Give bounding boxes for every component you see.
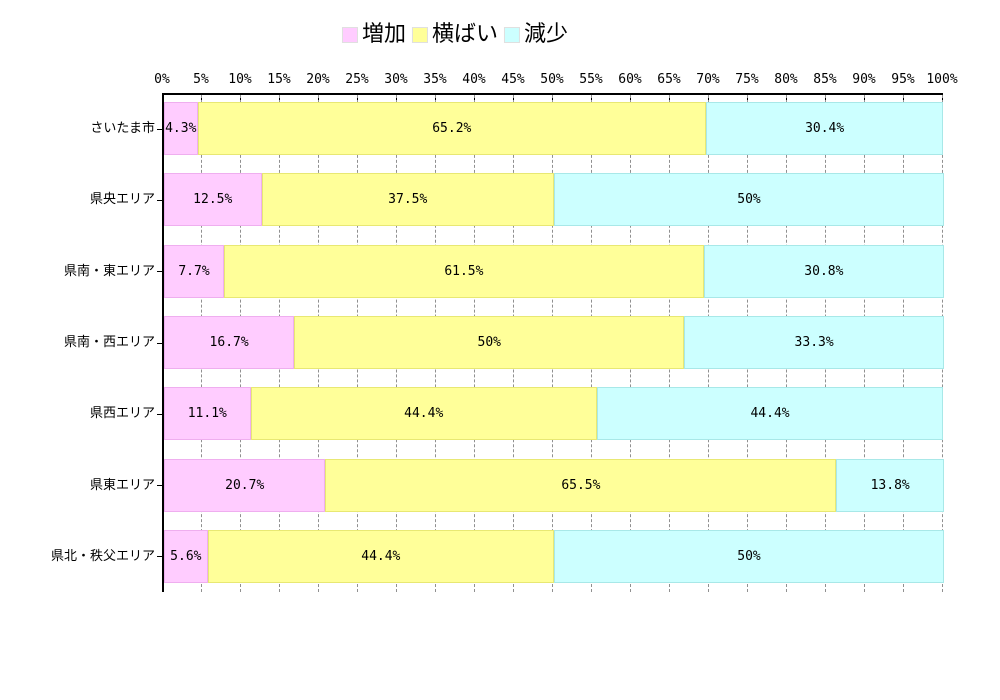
bar-segment-label: 50%	[737, 548, 761, 564]
x-tick-label: 10%	[228, 72, 252, 87]
x-tick-label: 85%	[813, 72, 837, 87]
bar-segment: 30.4%	[706, 102, 944, 156]
bar-segment-label: 44.4%	[361, 548, 401, 564]
bar-segment-label: 16.7%	[209, 335, 249, 350]
bar-segment: 50%	[554, 173, 944, 227]
bar-segment: 65.2%	[197, 102, 707, 156]
bar-segment: 65.5%	[325, 458, 837, 512]
x-tick-label: 35%	[423, 72, 447, 87]
bar-segment: 50%	[294, 316, 685, 369]
legend-swatch-icon	[341, 27, 358, 43]
x-tick-label: 65%	[657, 72, 681, 87]
bar-segment: 7.7%	[164, 244, 225, 298]
legend-swatch-icon	[504, 27, 521, 43]
category-label: 県南・西エリア	[63, 335, 155, 350]
bar-segment: 44.4%	[207, 529, 554, 583]
x-tick-label: 0%	[154, 72, 170, 87]
x-tick-label: 80%	[774, 72, 798, 87]
x-axis-line	[162, 93, 943, 95]
chart-legend: 増加 横ばい 減少	[341, 20, 574, 50]
x-tick-label: 70%	[696, 72, 720, 87]
bar-segment-label: 44.4%	[750, 406, 790, 422]
bar-segment: 61.5%	[224, 244, 704, 298]
bar-segment-label: 4.3%	[165, 121, 197, 137]
bar-segment-label: 50%	[477, 335, 501, 350]
legend-label: 増加	[361, 22, 406, 47]
bar-segment-label: 7.7%	[178, 263, 210, 279]
bar-segment-label: 65.5%	[561, 477, 601, 493]
legend-label: 横ばい	[431, 22, 499, 47]
bar-segment: 20.7%	[164, 458, 326, 512]
bar-segment: 4.3%	[164, 102, 198, 156]
bar-segment: 33.3%	[684, 316, 944, 369]
legend-label: 減少	[524, 22, 569, 47]
bar-segment: 50%	[554, 529, 944, 583]
x-tick-label: 55%	[579, 72, 603, 87]
x-tick-label: 50%	[540, 72, 564, 87]
x-tick-label: 40%	[462, 72, 486, 87]
category-tick	[157, 271, 162, 272]
x-tick-label: 15%	[267, 72, 291, 87]
bar-segment-label: 30.4%	[805, 121, 845, 137]
x-axis-tick	[162, 95, 163, 100]
bar-segment: 44.4%	[250, 387, 597, 441]
bar-segment: 11.1%	[164, 387, 251, 441]
x-tick-label: 100%	[926, 72, 958, 87]
category-label: 県東エリア	[89, 477, 155, 493]
category-label: 県南・東エリア	[63, 263, 155, 279]
bar-segment-label: 5.6%	[170, 548, 202, 564]
category-tick	[157, 343, 162, 344]
bar-segment: 37.5%	[261, 173, 554, 227]
x-tick-label: 25%	[345, 72, 369, 87]
bar-segment: 16.7%	[164, 316, 295, 369]
category-tick	[157, 556, 162, 557]
bar-segment-label: 33.3%	[794, 335, 834, 350]
bar-segment: 12.5%	[164, 173, 262, 227]
x-tick-label: 90%	[852, 72, 876, 87]
y-axis-line	[162, 93, 164, 592]
bar-segment: 44.4%	[596, 387, 944, 441]
category-tick	[157, 129, 162, 130]
category-label: 県西エリア	[89, 406, 155, 422]
bar-segment-label: 44.4%	[404, 406, 444, 422]
bar-segment-label: 65.2%	[432, 121, 472, 137]
x-tick-label: 60%	[618, 72, 642, 87]
legend-item: 増加	[341, 20, 406, 50]
bar-segment-label: 11.1%	[187, 406, 227, 422]
bar-segment-label: 50%	[737, 192, 761, 208]
x-tick-label: 45%	[501, 72, 525, 87]
category-tick	[157, 414, 162, 415]
bar-segment-label: 20.7%	[225, 477, 265, 493]
bar-segment-label: 13.8%	[870, 477, 910, 493]
bar-segment: 5.6%	[164, 529, 208, 583]
x-tick-label: 20%	[306, 72, 330, 87]
category-tick	[157, 200, 162, 201]
category-tick	[157, 485, 162, 486]
category-label: 県央エリア	[89, 192, 155, 208]
x-tick-label: 5%	[193, 72, 209, 87]
bar-segment-label: 37.5%	[388, 192, 428, 208]
bar-segment: 30.8%	[703, 244, 944, 298]
bar-segment: 13.8%	[836, 458, 944, 512]
x-tick-label: 75%	[735, 72, 759, 87]
bar-segment-label: 61.5%	[444, 263, 484, 279]
x-tick-label: 30%	[384, 72, 408, 87]
legend-item: 減少	[504, 20, 568, 50]
legend-swatch-icon	[411, 27, 428, 43]
x-tick-label: 95%	[891, 72, 915, 87]
category-label: 県北・秩父エリア	[50, 548, 155, 564]
bar-segment-label: 12.5%	[193, 192, 233, 208]
legend-item: 横ばい	[411, 20, 499, 50]
category-label: さいたま市	[90, 121, 155, 137]
bar-segment-label: 30.8%	[804, 263, 844, 279]
